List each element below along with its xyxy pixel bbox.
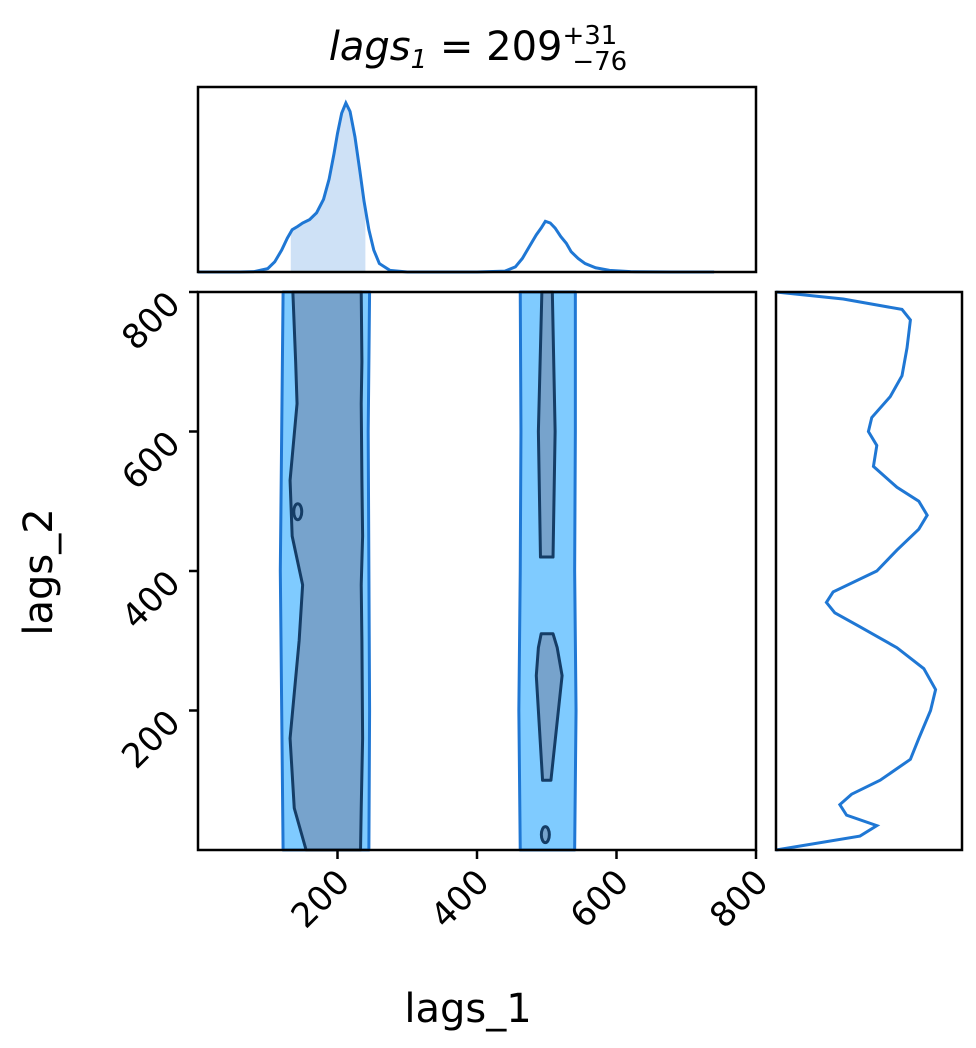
marginal-y-panel [774, 290, 964, 852]
x-tick-label: 800 [702, 862, 776, 936]
x-tick-label: 200 [284, 862, 358, 936]
title-eq: = 209 [427, 24, 562, 70]
title-var-sub: 1 [411, 45, 428, 75]
y-tick-label: 400 [114, 563, 188, 637]
y-tick-label: 600 [114, 424, 188, 498]
marginal-x-density [198, 99, 715, 274]
plot-title: lags1 = 209+31 −76 [329, 21, 627, 77]
inner-contour-2 [536, 290, 557, 559]
marginal-x-frame [196, 85, 758, 274]
title-subinf: −76 [572, 47, 627, 77]
title-var: lags [329, 24, 411, 70]
marginal-y-density [775, 290, 938, 852]
inner-contour-3 [534, 632, 564, 782]
y-axis-ticks: 200 400 600 800 [114, 284, 198, 777]
joint-contours [278, 290, 578, 852]
small-contour-1 [292, 502, 304, 522]
x-axis-label: lags_1 [404, 986, 531, 1032]
inner-contour-1 [288, 290, 365, 852]
marginal-y-frame [774, 290, 964, 852]
marginal-x-line [198, 99, 715, 274]
y-axis-label: lags_2 [16, 508, 62, 635]
y-tick-label: 800 [114, 284, 188, 358]
joint-panel: 200 400 600 800 200 400 600 800 lags_1 lags_2 [16, 284, 776, 1032]
x-axis-ticks: 200 400 600 800 [284, 850, 776, 936]
marginal-x-panel [196, 85, 758, 274]
title-sup: +31 [562, 21, 617, 51]
x-tick-label: 600 [563, 862, 637, 936]
small-contour-2 [539, 825, 551, 845]
y-tick-label: 200 [114, 703, 188, 777]
marginal-y-line [775, 290, 938, 852]
x-tick-label: 400 [423, 862, 497, 936]
